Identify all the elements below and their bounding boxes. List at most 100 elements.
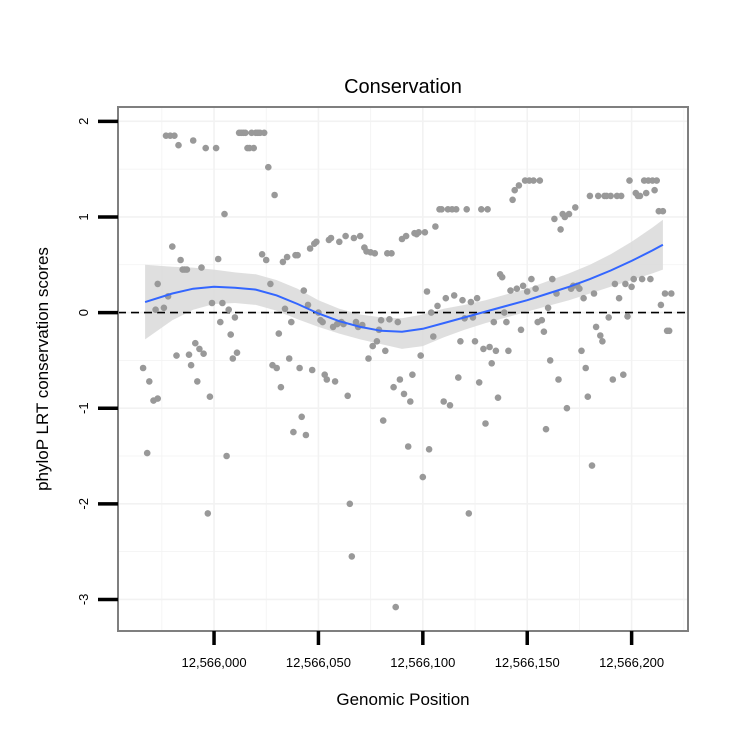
x-axis: 12,566,000 12,566,050 12,566,100 12,566,150… xyxy=(182,631,664,670)
data-point xyxy=(459,296,466,304)
data-point xyxy=(611,280,619,288)
data-point xyxy=(388,250,395,257)
data-point xyxy=(290,428,297,436)
data-point xyxy=(588,462,596,469)
data-point xyxy=(169,243,176,250)
data-point xyxy=(544,304,552,312)
data-point xyxy=(275,330,283,337)
data-point xyxy=(465,510,473,517)
data-point xyxy=(480,345,487,353)
data-point xyxy=(432,223,439,230)
data-point xyxy=(540,328,548,336)
data-point xyxy=(615,294,623,302)
data-point xyxy=(657,301,665,309)
data-point xyxy=(642,189,650,197)
data-point xyxy=(189,137,197,144)
data-point xyxy=(434,302,441,310)
confidence-band-area xyxy=(145,219,663,349)
data-point xyxy=(283,253,291,261)
data-point xyxy=(478,206,485,213)
data-point xyxy=(206,393,214,401)
data-point xyxy=(555,376,562,383)
x-tick-label: 12,566,150 xyxy=(495,655,560,670)
data-point xyxy=(668,290,675,297)
data-point xyxy=(379,417,387,424)
chart-title: Conservation xyxy=(344,76,462,98)
data-point xyxy=(285,355,293,362)
data-point xyxy=(198,264,205,271)
data-point xyxy=(486,343,493,351)
data-point xyxy=(298,413,306,421)
panel-border xyxy=(117,106,689,632)
data-point xyxy=(344,392,352,400)
y-tick-label: 2 xyxy=(76,118,91,125)
data-point xyxy=(187,361,195,369)
data-point xyxy=(572,204,579,211)
data-point xyxy=(517,326,525,334)
data-point xyxy=(371,250,379,257)
data-point xyxy=(549,275,556,283)
data-point xyxy=(250,144,257,152)
data-point xyxy=(597,332,604,339)
data-point xyxy=(242,129,249,137)
smooth-line xyxy=(144,243,664,333)
data-point xyxy=(617,192,625,200)
data-point xyxy=(402,232,410,240)
data-point xyxy=(404,443,412,450)
data-point xyxy=(511,186,518,194)
data-point xyxy=(442,294,450,302)
data-point xyxy=(229,355,237,362)
data-point xyxy=(473,294,481,302)
data-point xyxy=(313,238,320,246)
y-axis-title: phyloP LRT conservation scores xyxy=(33,247,52,491)
data-point xyxy=(450,292,458,299)
data-point xyxy=(580,294,587,302)
data-point xyxy=(638,275,646,283)
data-point xyxy=(592,323,600,331)
data-point xyxy=(665,327,673,335)
data-point xyxy=(319,318,326,326)
data-point xyxy=(323,376,331,383)
data-point xyxy=(594,192,602,200)
data-point xyxy=(143,449,151,457)
data-point xyxy=(146,378,153,385)
data-point xyxy=(394,318,402,326)
x-tick-label: 12,566,100 xyxy=(390,655,455,670)
data-point xyxy=(653,177,660,184)
data-point xyxy=(515,182,523,189)
y-tick-label: 1 xyxy=(76,213,91,220)
data-point xyxy=(302,431,310,439)
y-axis: -3 -2 -1 0 1 2 xyxy=(76,118,118,605)
data-point xyxy=(563,404,571,412)
data-point xyxy=(409,371,416,379)
x-tick-label: 12,566,200 xyxy=(599,655,664,670)
data-point xyxy=(457,338,464,345)
data-point xyxy=(204,510,212,517)
data-point xyxy=(624,313,631,320)
data-point xyxy=(425,446,433,453)
data-point xyxy=(348,553,356,560)
data-point xyxy=(538,316,546,324)
data-point xyxy=(294,251,301,259)
data-point xyxy=(277,383,285,391)
smooth-trend xyxy=(144,243,664,333)
data-point xyxy=(214,255,222,263)
data-point xyxy=(509,196,516,204)
data-point xyxy=(327,234,335,242)
data-point xyxy=(223,452,230,460)
data-point xyxy=(528,275,535,283)
data-point xyxy=(626,177,633,184)
y-tick-label: -2 xyxy=(76,498,91,510)
data-point xyxy=(382,347,389,355)
data-point xyxy=(438,206,445,213)
data-point xyxy=(350,234,358,242)
data-point xyxy=(386,316,393,323)
data-point xyxy=(281,305,289,313)
data-point xyxy=(576,285,583,293)
data-point xyxy=(565,210,573,218)
x-tick-label: 12,566,050 xyxy=(286,655,351,670)
data-point xyxy=(622,280,629,288)
data-point xyxy=(661,290,669,297)
data-point xyxy=(482,420,489,427)
